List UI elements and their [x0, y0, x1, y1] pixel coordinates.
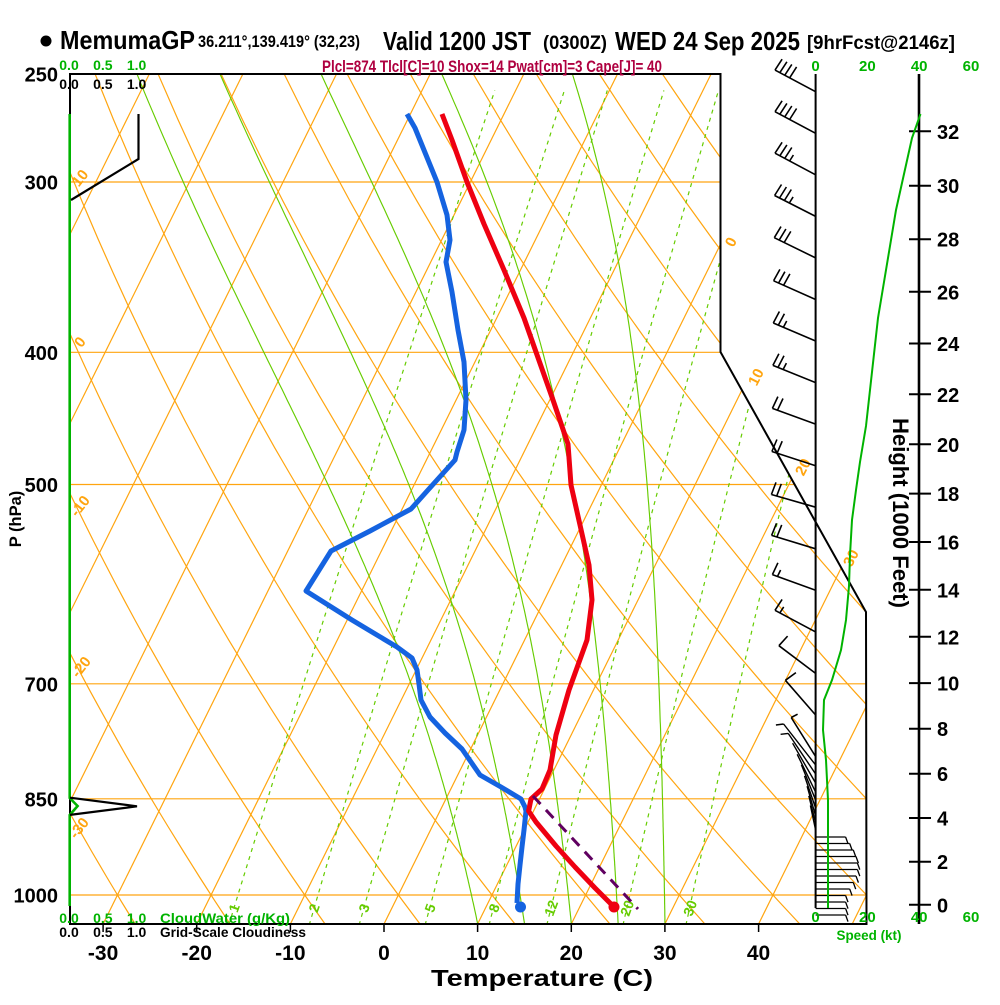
svg-text:36.211°,139.419° (32,23): 36.211°,139.419° (32,23) [198, 33, 360, 51]
svg-text:1.0: 1.0 [127, 910, 147, 926]
svg-text:400: 400 [25, 343, 58, 365]
svg-text:12: 12 [937, 627, 959, 649]
svg-text:850: 850 [25, 789, 58, 811]
svg-text:32: 32 [937, 122, 959, 144]
svg-text:1000: 1000 [14, 885, 59, 907]
svg-text:10: 10 [466, 942, 489, 965]
svg-text:(0300Z): (0300Z) [543, 33, 607, 54]
svg-text:30: 30 [840, 547, 863, 570]
svg-text:-10: -10 [275, 942, 305, 965]
svg-text:30: 30 [937, 176, 959, 198]
svg-text:20: 20 [560, 942, 583, 965]
svg-text:18: 18 [937, 484, 959, 506]
svg-text:0: 0 [937, 895, 948, 917]
svg-text:Height (1000 Feet): Height (1000 Feet) [888, 418, 913, 608]
svg-text:500: 500 [25, 475, 58, 497]
svg-text:-30: -30 [88, 942, 118, 965]
svg-text:4: 4 [937, 809, 949, 831]
svg-text:26: 26 [937, 282, 959, 304]
svg-text:300: 300 [25, 172, 58, 194]
svg-text:0: 0 [811, 909, 819, 926]
svg-text:P (hPa): P (hPa) [7, 491, 25, 548]
svg-text:1.0: 1.0 [127, 76, 147, 92]
svg-text:700: 700 [25, 674, 58, 696]
svg-text:40: 40 [911, 58, 928, 75]
svg-text:8: 8 [937, 719, 948, 741]
svg-text:60: 60 [963, 909, 980, 926]
svg-text:10: 10 [745, 366, 768, 389]
svg-text:Plcl=874 Tlcl[C]=10 Shox=14 Pw: Plcl=874 Tlcl[C]=10 Shox=14 Pwat[cm]=3 C… [322, 57, 662, 76]
svg-text:6: 6 [937, 764, 948, 786]
svg-text:Speed (kt): Speed (kt) [837, 927, 902, 943]
svg-text:10: 10 [69, 166, 93, 190]
svg-text:0.5: 0.5 [93, 57, 113, 73]
svg-text:0: 0 [378, 942, 390, 965]
svg-text:0.0: 0.0 [59, 910, 79, 926]
svg-text:2: 2 [937, 852, 948, 874]
svg-text:30: 30 [653, 942, 676, 965]
svg-text:0: 0 [811, 58, 819, 75]
svg-text:20: 20 [617, 898, 637, 918]
svg-text:30: 30 [680, 898, 700, 918]
svg-text:1.0: 1.0 [127, 924, 147, 940]
svg-text:0.5: 0.5 [93, 76, 113, 92]
svg-text:MemumaGP: MemumaGP [60, 25, 195, 55]
svg-text:10: 10 [937, 674, 959, 696]
svg-text:0.0: 0.0 [59, 57, 79, 73]
svg-text:60: 60 [963, 58, 980, 75]
svg-text:WED 24 Sep 2025: WED 24 Sep 2025 [615, 26, 800, 56]
svg-text:[9hrFcst@2146z]: [9hrFcst@2146z] [807, 33, 955, 54]
svg-text:22: 22 [937, 385, 959, 407]
svg-text:Grid-Scale Cloudiness: Grid-Scale Cloudiness [160, 924, 306, 940]
svg-text:0.5: 0.5 [93, 910, 113, 926]
svg-text:Temperature (C): Temperature (C) [431, 965, 653, 991]
svg-text:0.0: 0.0 [59, 924, 79, 940]
svg-text:14: 14 [937, 580, 960, 602]
svg-text:20: 20 [792, 456, 815, 479]
svg-text:20: 20 [859, 909, 876, 926]
svg-text:40: 40 [747, 942, 770, 965]
svg-text:20: 20 [859, 58, 876, 75]
svg-text:0.5: 0.5 [93, 924, 113, 940]
svg-text:12: 12 [541, 898, 561, 918]
svg-text:40: 40 [911, 909, 928, 926]
svg-text:0.0: 0.0 [59, 76, 79, 92]
svg-text:20: 20 [937, 435, 959, 457]
svg-text:-20: -20 [182, 942, 212, 965]
svg-text:24: 24 [937, 334, 960, 356]
svg-text:Valid 1200 JST: Valid 1200 JST [383, 26, 531, 56]
svg-text:28: 28 [937, 230, 959, 252]
svg-text:1.0: 1.0 [127, 57, 147, 73]
svg-text:250: 250 [25, 65, 58, 87]
svg-text:16: 16 [937, 533, 959, 555]
svg-text:CloudWater (g/Kg): CloudWater (g/Kg) [160, 910, 290, 926]
